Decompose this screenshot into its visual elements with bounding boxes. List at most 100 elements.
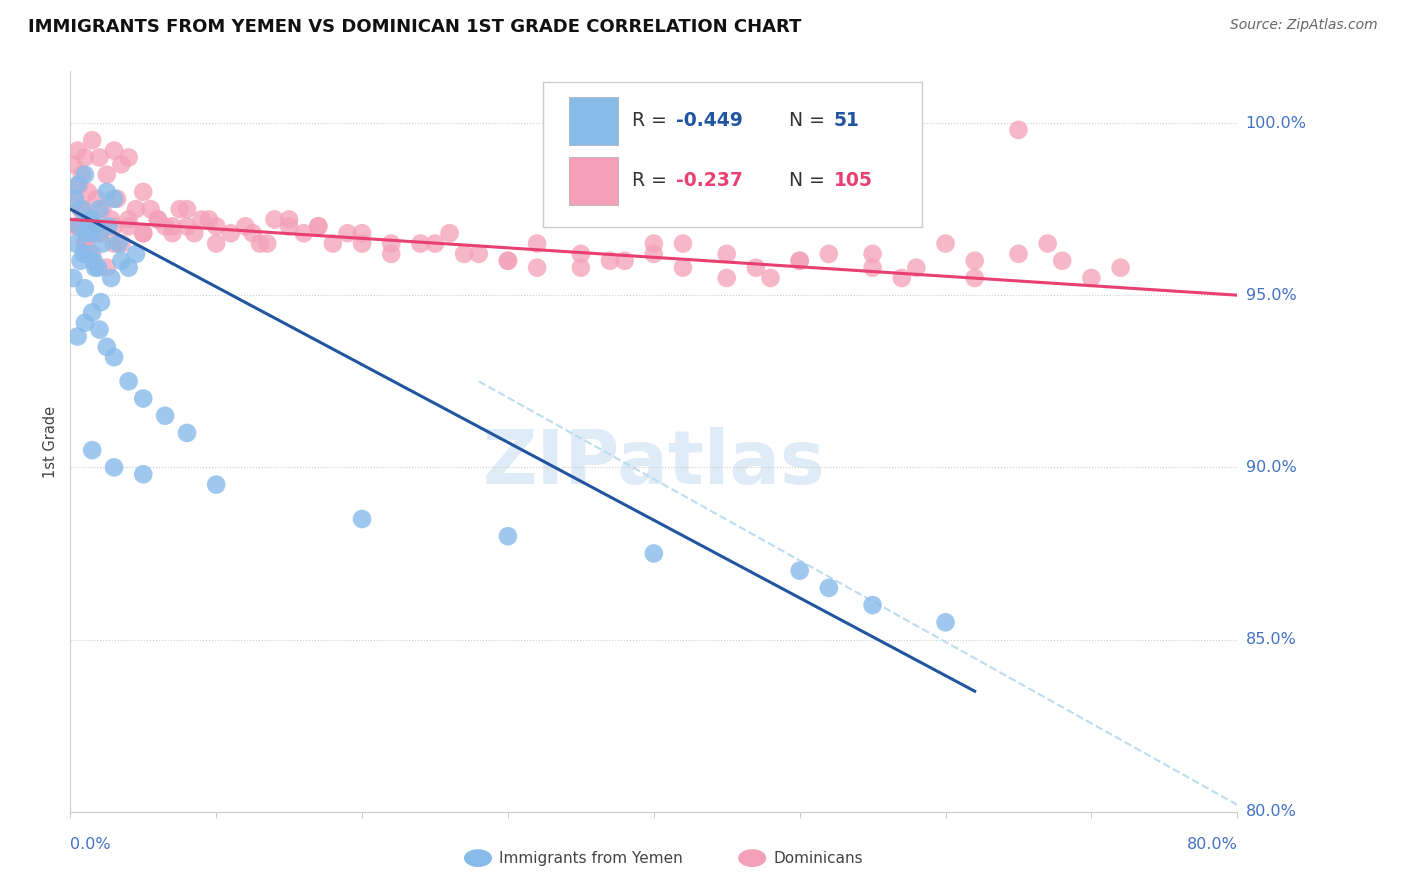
Point xyxy=(72,202,94,216)
Point xyxy=(643,546,665,560)
Point xyxy=(453,247,475,261)
Text: N =: N = xyxy=(789,112,831,130)
Point xyxy=(73,236,96,251)
Point xyxy=(183,226,205,240)
Point xyxy=(63,192,86,206)
Point xyxy=(82,226,104,240)
Text: 105: 105 xyxy=(834,170,872,190)
Point xyxy=(409,236,432,251)
Point xyxy=(77,212,100,227)
Point xyxy=(963,253,986,268)
Point xyxy=(643,247,665,261)
Text: N =: N = xyxy=(789,170,831,190)
Point xyxy=(83,253,105,268)
Point xyxy=(89,226,111,240)
Point xyxy=(77,247,100,261)
FancyBboxPatch shape xyxy=(568,156,617,204)
Point xyxy=(672,236,695,251)
Point xyxy=(1007,247,1029,261)
Point xyxy=(90,295,112,310)
Point xyxy=(263,212,285,227)
Point xyxy=(125,202,148,216)
Text: 90.0%: 90.0% xyxy=(1246,460,1296,475)
Point xyxy=(162,219,184,234)
Point xyxy=(73,281,96,295)
Point xyxy=(62,271,84,285)
Point xyxy=(1109,260,1132,275)
Point xyxy=(89,202,111,216)
Point xyxy=(205,236,228,251)
Point xyxy=(176,425,198,440)
Text: R =: R = xyxy=(631,170,672,190)
Point xyxy=(862,260,884,275)
Point xyxy=(235,219,257,234)
Point xyxy=(118,374,141,388)
Point xyxy=(198,212,221,227)
Point xyxy=(91,236,114,251)
Point xyxy=(759,271,782,285)
Point xyxy=(322,236,344,251)
Point xyxy=(67,219,90,234)
Point xyxy=(745,260,768,275)
Point xyxy=(256,236,278,251)
Point xyxy=(169,202,191,216)
Point xyxy=(132,392,155,406)
Point xyxy=(80,212,103,227)
Point xyxy=(89,151,111,165)
Point xyxy=(118,151,141,165)
Point xyxy=(934,615,956,630)
Point xyxy=(73,316,96,330)
Point xyxy=(862,247,884,261)
Point xyxy=(439,226,461,240)
Point xyxy=(103,144,125,158)
Point xyxy=(65,236,87,251)
Point xyxy=(352,236,374,251)
Point xyxy=(70,202,93,216)
Point xyxy=(818,581,841,595)
Point xyxy=(100,212,122,227)
Point xyxy=(62,157,84,171)
Text: 80.0%: 80.0% xyxy=(1187,837,1237,852)
Point xyxy=(132,467,155,482)
Point xyxy=(643,236,665,251)
Point xyxy=(153,409,176,423)
Text: -0.237: -0.237 xyxy=(676,170,742,190)
Point xyxy=(75,226,97,240)
Point xyxy=(496,253,519,268)
Point xyxy=(69,202,91,216)
Point xyxy=(66,144,89,158)
Point xyxy=(100,271,122,285)
Text: 100.0%: 100.0% xyxy=(1246,115,1306,130)
Point xyxy=(162,226,184,240)
Point xyxy=(67,178,90,192)
Point xyxy=(110,157,132,171)
Point xyxy=(176,219,198,234)
Text: 80.0%: 80.0% xyxy=(1246,805,1296,819)
Text: 0.0%: 0.0% xyxy=(70,837,111,852)
Point xyxy=(132,226,155,240)
Point xyxy=(86,192,108,206)
Point xyxy=(789,253,811,268)
Point xyxy=(118,212,141,227)
Point xyxy=(1036,236,1059,251)
Point xyxy=(66,219,89,234)
Point xyxy=(219,226,242,240)
Point xyxy=(72,247,94,261)
Text: 85.0%: 85.0% xyxy=(1246,632,1296,647)
Text: 95.0%: 95.0% xyxy=(1246,288,1296,302)
Point xyxy=(526,260,548,275)
Point xyxy=(153,219,176,234)
Point xyxy=(110,236,132,251)
Point xyxy=(468,247,491,261)
Point xyxy=(278,212,301,227)
Point xyxy=(84,260,107,275)
Point xyxy=(96,168,118,182)
Point xyxy=(63,192,86,206)
Point xyxy=(818,247,841,261)
Point xyxy=(352,226,374,240)
Point xyxy=(716,247,738,261)
Point xyxy=(380,236,402,251)
Point xyxy=(82,443,104,458)
Point xyxy=(66,178,89,192)
Point xyxy=(890,271,912,285)
